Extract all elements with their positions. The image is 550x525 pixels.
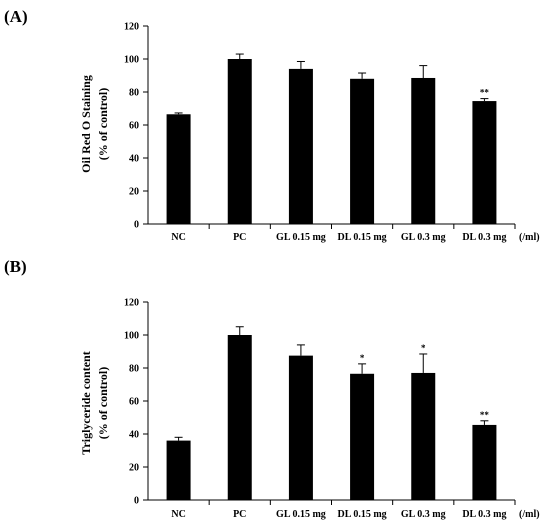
x-category-label: GL 0.15 mg (276, 509, 326, 520)
bar (472, 101, 497, 224)
chart-panel-b: (B) Triglyceride content (% of control) … (4, 257, 540, 520)
y-tick-label: 60 (129, 397, 139, 408)
x-category-label: NC (171, 232, 185, 243)
x-category-label: GL 0.3 mg (401, 232, 446, 243)
y-axis-title-b-line2: (% of control) (96, 367, 110, 439)
bar (411, 77, 436, 224)
x-category-label: PC (233, 509, 246, 520)
bar (350, 373, 375, 500)
y-tick-label: 0 (134, 496, 139, 507)
bar (472, 424, 497, 500)
x-axis-unit-b: (/ml) (519, 509, 540, 520)
y-tick-label: 120 (124, 22, 139, 33)
x-category-label: NC (171, 509, 185, 520)
y-tick-label: 80 (129, 364, 139, 375)
significance-marker: ** (480, 88, 490, 98)
bar (288, 355, 313, 500)
x-category-label: DL 0.15 mg (337, 232, 386, 243)
x-category-label: PC (233, 232, 246, 243)
y-tick-label: 100 (124, 331, 139, 342)
significance-marker: ** (480, 410, 490, 420)
y-axis-title-b: Triglyceride content (% of control) (79, 351, 110, 454)
chart-panel-a: (A) Oil Red O Staining (% of control) (/… (4, 7, 540, 243)
significance-marker: * (360, 353, 365, 363)
x-axis-unit-a: (/ml) (519, 232, 540, 243)
significance-marker: * (421, 343, 426, 353)
y-tick-label: 100 (124, 55, 139, 66)
bar (411, 372, 436, 500)
y-axis-title-a-line1: Oil Red O Staining (79, 75, 93, 173)
bar (166, 440, 191, 500)
x-category-label: GL 0.3 mg (401, 509, 446, 520)
y-tick-label: 40 (129, 154, 139, 165)
y-tick-label: 60 (129, 121, 139, 132)
bar (350, 78, 375, 224)
y-tick-label: 40 (129, 430, 139, 441)
y-tick-label: 80 (129, 88, 139, 99)
bar (288, 68, 313, 225)
y-tick-label: 20 (129, 187, 139, 198)
bar (227, 59, 252, 224)
panel-label-b: (B) (4, 257, 27, 276)
bar (166, 114, 191, 224)
y-tick-label: 20 (129, 463, 139, 474)
x-category-label: DL 0.15 mg (337, 509, 386, 520)
x-category-label: DL 0.3 mg (462, 232, 506, 243)
x-category-label: DL 0.3 mg (462, 509, 506, 520)
bar (227, 335, 252, 500)
y-axis-title-a: Oil Red O Staining (% of control) (79, 75, 110, 173)
y-tick-label: 0 (134, 220, 139, 231)
y-tick-label: 120 (124, 298, 139, 309)
y-axis-title-b-line1: Triglyceride content (79, 351, 93, 454)
panel-label-a: (A) (4, 7, 28, 26)
x-category-label: GL 0.15 mg (276, 232, 326, 243)
y-axis-title-a-line2: (% of control) (96, 88, 110, 160)
